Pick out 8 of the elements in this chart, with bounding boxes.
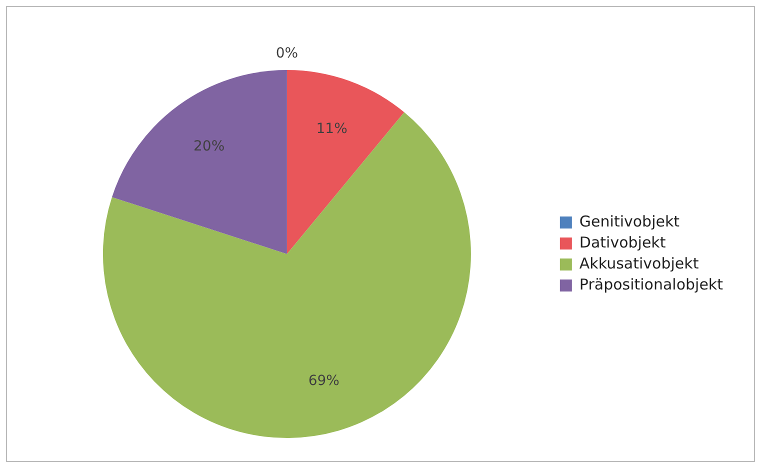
legend-label: Genitivobjekt [579,212,680,230]
legend-label: Präpositionalobjekt [579,275,724,294]
data-label: 20% [194,138,225,154]
text: 0% [276,46,298,62]
legend-label: Dativobjekt [579,233,666,252]
legend-label: Akkusativobjekt [579,254,699,272]
data-label: 69% [308,372,340,389]
data-label: 11% [316,120,348,137]
